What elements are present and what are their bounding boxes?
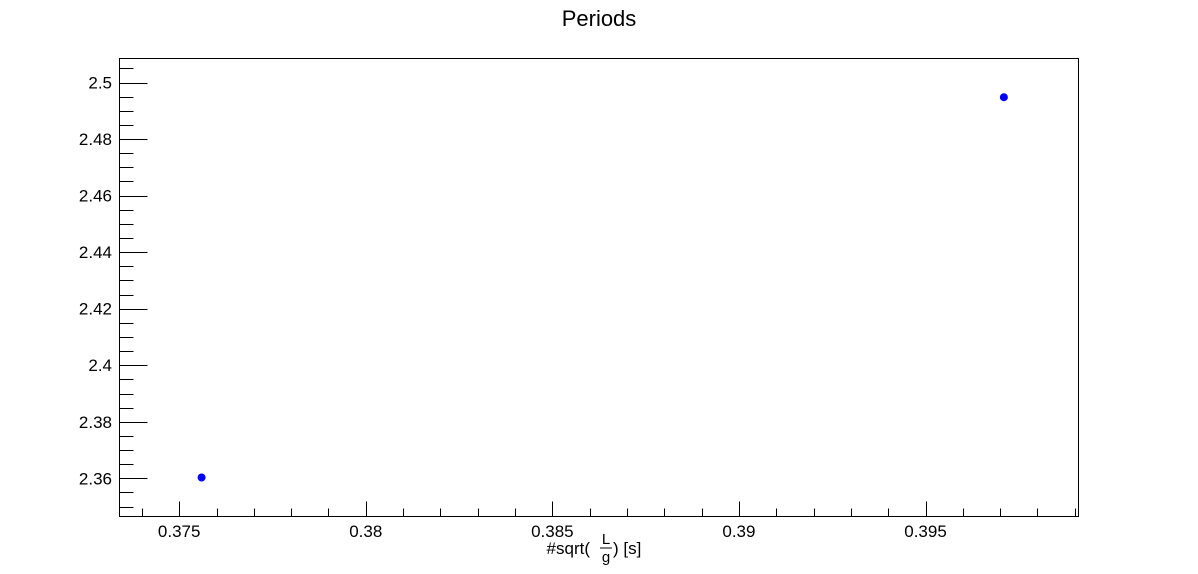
chart-title: Periods — [561, 6, 637, 31]
y-tick-label: 2.42 — [79, 300, 112, 319]
y-tick-label: 2.36 — [79, 469, 112, 488]
x-axis-label-denominator: g — [602, 549, 610, 566]
x-tick-label: 0.38 — [349, 522, 382, 541]
x-axis: 0.375 0.38 0.385 0.39 0.395 — [142, 501, 1076, 541]
x-axis-label-numerator: L — [602, 531, 610, 548]
x-tick-label: 0.39 — [722, 522, 755, 541]
y-tick-label: 2.44 — [79, 243, 112, 262]
data-point — [197, 473, 206, 482]
x-axis-label-suffix: ) [s] — [613, 539, 641, 558]
y-axis: 2.36 2.38 2.4 2.42 2.44 2.46 2.48 2.5 — [79, 68, 148, 508]
x-axis-label-prefix: #sqrt( — [547, 539, 591, 558]
y-tick-label: 2.38 — [79, 413, 112, 432]
y-tick-label: 2.46 — [79, 187, 112, 206]
data-point — [999, 93, 1008, 102]
y-tick-label: 2.48 — [79, 130, 112, 149]
x-tick-label: 0.375 — [158, 522, 201, 541]
data-series — [197, 93, 1008, 482]
x-tick-label: 0.395 — [904, 522, 947, 541]
x-tick-label: 0.385 — [531, 522, 574, 541]
plot-frame — [119, 58, 1079, 517]
y-tick-label: 2.4 — [88, 356, 112, 375]
y-tick-label: 2.5 — [88, 74, 112, 93]
x-axis-label: #sqrt( L g ) [s] — [547, 531, 642, 566]
